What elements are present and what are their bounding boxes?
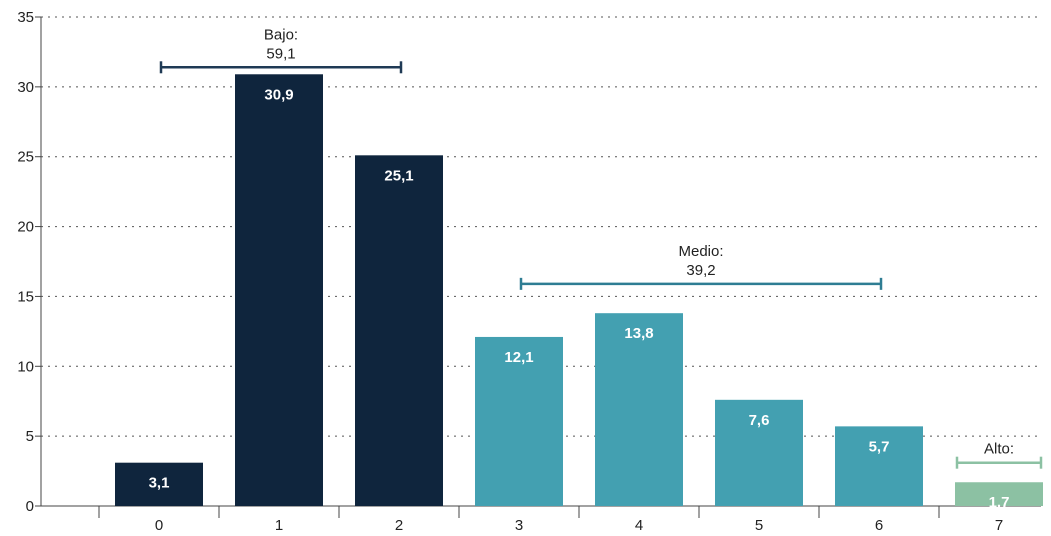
- group-value-label: 39,2: [686, 262, 715, 279]
- y-tick-label: 10: [17, 358, 34, 375]
- bar-value-label: 5,7: [869, 438, 890, 455]
- x-tick-label: 1: [275, 517, 283, 534]
- bar-value-label: 1,7: [989, 494, 1010, 511]
- bar-value-label: 30,9: [264, 86, 293, 103]
- group-name-label: Alto:: [984, 441, 1014, 458]
- x-tick-label: 3: [515, 517, 523, 534]
- bar-value-label: 25,1: [384, 167, 413, 184]
- bars: 3,1 30,9 25,1 12,1 13,8 7,6 5,7 1,7: [115, 74, 1043, 511]
- y-tick-label: 5: [26, 428, 34, 445]
- bar-value-label: 3,1: [149, 475, 170, 492]
- x-tick-label: 2: [395, 517, 403, 534]
- group-name-label: Bajo:: [264, 26, 298, 43]
- bar: [235, 74, 323, 506]
- x-tick-label: 7: [995, 517, 1003, 534]
- y-tick-label: 15: [17, 288, 34, 305]
- x-tick-label: 5: [755, 517, 763, 534]
- x-tick-label: 6: [875, 517, 883, 534]
- bar-value-label: 13,8: [624, 325, 653, 342]
- y-tick-label: 0: [26, 498, 34, 515]
- bar: [355, 155, 443, 506]
- group-name-label: Medio:: [678, 243, 723, 260]
- x-tick-label: 0: [155, 517, 163, 534]
- y-tick-label: 30: [17, 79, 34, 96]
- bar-value-label: 7,6: [749, 412, 770, 429]
- x-tick-label: 4: [635, 517, 643, 534]
- bar-value-label: 12,1: [504, 349, 533, 366]
- y-tick-label: 20: [17, 219, 34, 236]
- y-tick-label: 35: [17, 9, 34, 26]
- group-value-label: 59,1: [266, 45, 295, 62]
- y-tick-label: 25: [17, 149, 34, 166]
